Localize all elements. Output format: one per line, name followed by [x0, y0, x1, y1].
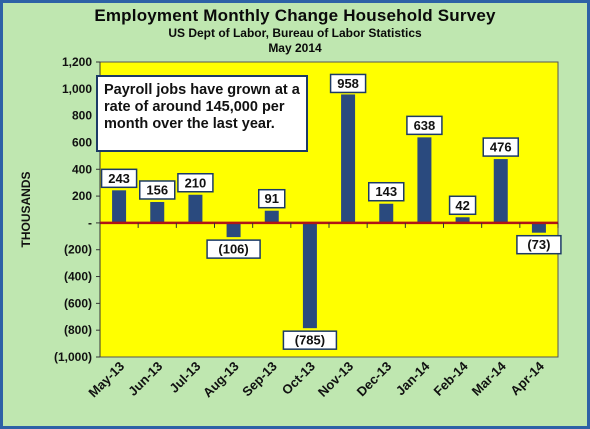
data-label-box [329, 73, 367, 94]
chart-title: Employment Monthly Change Household Surv… [94, 6, 496, 25]
data-label-box [482, 137, 519, 157]
x-tick-label: Jul-13 [166, 359, 203, 396]
annotation-box: Payroll jobs have grown at a rate of aro… [96, 75, 308, 152]
chart-period: May 2014 [268, 41, 322, 55]
data-label: 638 [414, 118, 436, 133]
bar [112, 190, 127, 223]
data-label-box [139, 180, 176, 200]
bar [379, 203, 394, 223]
data-label-box [516, 234, 562, 255]
x-tick-label: Feb-14 [430, 358, 471, 399]
y-tick-label: 800 [72, 109, 92, 123]
data-label-box [448, 195, 477, 216]
y-tick-label: 200 [72, 189, 92, 203]
data-label-box [406, 115, 443, 136]
bar [226, 222, 241, 238]
y-tick-label: (600) [64, 296, 92, 310]
data-label: 210 [185, 175, 207, 190]
y-tick-label: (200) [64, 243, 92, 257]
bar [302, 222, 317, 329]
data-label: 958 [337, 76, 359, 91]
bar [455, 217, 470, 223]
y-tick-label: 1,200 [62, 55, 92, 69]
bar [188, 194, 203, 223]
data-label: (785) [295, 333, 325, 348]
bar [417, 137, 432, 223]
x-tick-label: Jan-14 [393, 358, 433, 398]
y-tick-label: (400) [64, 270, 92, 284]
y-tick-label: 400 [72, 162, 92, 176]
bar [531, 222, 546, 233]
y-tick-label: (800) [64, 323, 92, 337]
y-tick-label: - [88, 216, 92, 230]
data-label: 156 [146, 182, 168, 197]
data-label-box [258, 188, 286, 209]
x-tick-label: Apr-14 [507, 358, 547, 398]
x-tick-label: Dec-13 [354, 359, 395, 400]
data-label-box [177, 173, 214, 193]
y-tick-label: 600 [72, 135, 92, 149]
data-label: 42 [455, 198, 469, 213]
data-label-box [282, 330, 338, 350]
bar [341, 94, 356, 223]
x-tick-label: May-13 [85, 359, 127, 401]
data-label-box [206, 239, 261, 259]
x-tick-label: Aug-13 [200, 359, 242, 401]
x-tick-label: Oct-13 [279, 359, 318, 398]
data-label: (106) [218, 242, 248, 257]
bar [264, 210, 279, 223]
x-tick-label: Jun-13 [125, 359, 165, 399]
x-tick-label: Mar-14 [469, 358, 510, 399]
bar [150, 201, 165, 223]
x-tick-label: Sep-13 [239, 359, 280, 400]
data-label-box [368, 181, 405, 202]
data-label: (73) [527, 237, 550, 252]
data-label: 243 [108, 171, 130, 186]
y-tick-label: 1,000 [62, 82, 92, 96]
bar [493, 159, 508, 223]
data-label: 143 [375, 184, 397, 199]
y-axis-title: THOUSANDS [19, 171, 33, 247]
x-tick-label: Nov-13 [315, 359, 356, 400]
y-tick-label: (1,000) [54, 350, 92, 364]
data-label: 476 [490, 140, 512, 155]
data-label: 91 [265, 191, 279, 206]
data-label-box [100, 168, 138, 189]
chart-subtitle: US Dept of Labor, Bureau of Labor Statis… [168, 26, 422, 40]
